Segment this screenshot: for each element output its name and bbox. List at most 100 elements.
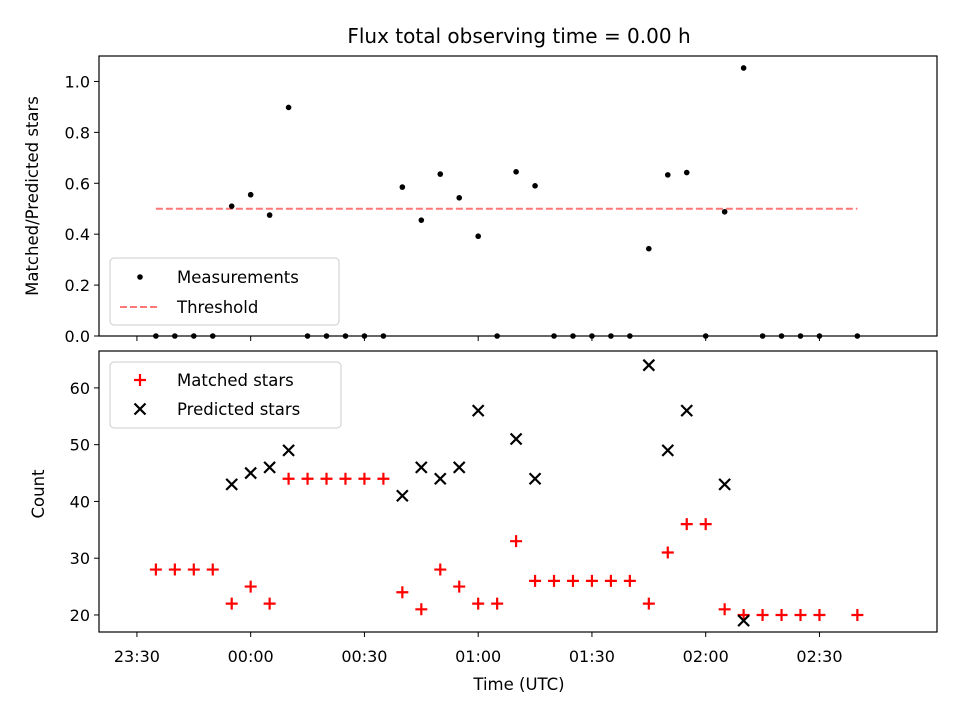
measurement-point (475, 233, 481, 240)
bottom-y-tick-label: 20 (70, 606, 90, 625)
top-y-tick-label: 0.2 (65, 276, 90, 295)
matched-star-point (263, 597, 276, 610)
measurement-point (437, 171, 444, 177)
matched-star-point (472, 597, 485, 610)
matched-star-point (737, 608, 750, 621)
predicted-star-point (718, 478, 731, 491)
x-axis-label: Time (UTC) (472, 675, 564, 694)
matched-star-point (813, 608, 826, 621)
bottom-x-tick-label: 00:30 (341, 647, 387, 666)
bottom-x-axis-ticks: 23:30 00:00 00:30 01:00 01:30 02:00 02:30 (114, 632, 843, 666)
predicted-star-point (225, 478, 238, 491)
matched-star-point (434, 563, 447, 576)
matched-star-point (623, 574, 636, 587)
matched-star-point (794, 608, 807, 621)
predicted-star-point (415, 461, 428, 474)
measurement-point (683, 169, 690, 176)
top-x-axis-ticks (136, 336, 820, 341)
bottom-x-tick-label: 01:30 (569, 647, 615, 666)
bottom-legend: Matched stars Predicted stars (109, 361, 342, 429)
matched-star-point (775, 608, 788, 621)
matched-star-point (206, 563, 219, 576)
matched-star-point (661, 546, 674, 559)
bottom-plot-frame (98, 350, 938, 633)
top-y-tick-label: 0.6 (65, 174, 90, 193)
predicted-star-point (471, 404, 485, 417)
matched-star-point (453, 580, 466, 593)
top-legend-box (109, 257, 340, 326)
bottom-panel: 20 30 40 50 60 23:30 00:00 00:30 01:00 01:30 02:0… (29, 350, 938, 694)
matched-star-point (718, 603, 731, 616)
top-panel: 0.0 0.2 0.4 0.6 0.8 1.0 Matched/Predicted sta… (23, 55, 938, 346)
measurement-point (646, 245, 652, 252)
predicted-star-points (225, 358, 750, 627)
chart-title: Flux total observing time = 0.00 h (347, 24, 690, 48)
predicted-star-point (661, 444, 675, 457)
predicted-star-point (452, 461, 466, 474)
top-y-tick-label: 0.4 (65, 225, 90, 244)
legend-predicted-marker (133, 402, 147, 416)
top-y-axis-label: Matched/Predicted stars (23, 96, 42, 296)
bottom-legend-box (109, 361, 342, 429)
measurement-point (228, 203, 235, 209)
bottom-x-tick-label: 23:30 (114, 647, 160, 666)
matched-star-point (339, 472, 352, 485)
matched-star-point (756, 608, 769, 621)
measurement-point (285, 104, 292, 111)
legend-predicted-label: Predicted stars (177, 400, 300, 419)
predicted-star-point (528, 472, 542, 486)
matched-star-point (377, 472, 390, 485)
predicted-star-point (642, 358, 656, 372)
matched-star-point (149, 563, 162, 576)
matched-star-point (699, 518, 712, 531)
matched-star-point (642, 597, 655, 610)
top-legend: Measurements Threshold (109, 257, 340, 326)
bottom-x-tick-label: 00:00 (228, 647, 274, 666)
top-plot-frame (98, 55, 938, 337)
matched-star-point (491, 597, 504, 610)
bottom-x-tick-label: 01:00 (455, 647, 501, 666)
legend-matched-label: Matched stars (177, 371, 294, 390)
bottom-x-tick-label: 02:30 (796, 647, 842, 666)
measurement-point (456, 194, 463, 201)
top-y-tick-label: 0.8 (65, 123, 90, 142)
legend-threshold-label: Threshold (176, 298, 258, 317)
predicted-star-point (396, 489, 409, 503)
top-y-axis-ticks: 0.0 0.2 0.4 0.6 0.8 1.0 (65, 72, 99, 346)
matched-star-point (548, 574, 561, 587)
measurement-point (247, 191, 254, 198)
measurement-point (418, 217, 425, 223)
matched-star-point (358, 472, 371, 485)
matched-star-point (510, 535, 523, 548)
matched-star-point (301, 472, 314, 485)
legend-matched-marker (134, 374, 146, 386)
top-y-tick-label: 1.0 (65, 72, 90, 91)
matched-star-point (168, 563, 181, 576)
matched-star-point (225, 597, 238, 610)
bottom-y-axis-ticks: 20 30 40 50 60 (70, 379, 99, 625)
measurement-point (399, 184, 406, 190)
matched-star-point (851, 608, 864, 621)
matched-star-point (320, 472, 333, 485)
matched-star-point (585, 574, 598, 587)
measurement-point (721, 208, 728, 215)
bottom-y-tick-label: 50 (70, 436, 90, 455)
measurement-point (513, 169, 519, 175)
matched-star-point (244, 580, 257, 593)
predicted-star-point (737, 614, 750, 627)
predicted-star-point (282, 444, 295, 457)
measurement-point (740, 65, 747, 71)
measurement-point (266, 212, 273, 218)
matched-star-point (566, 574, 579, 587)
legend-measurements-marker (137, 274, 143, 280)
matched-star-point (396, 586, 409, 599)
measurement-point (664, 172, 671, 178)
matched-star-point (282, 472, 295, 485)
matched-star-point (415, 603, 428, 616)
matched-star-points (149, 472, 864, 621)
legend-measurements-label: Measurements (177, 268, 299, 287)
matched-star-point (187, 563, 200, 576)
measurement-point (532, 183, 538, 189)
